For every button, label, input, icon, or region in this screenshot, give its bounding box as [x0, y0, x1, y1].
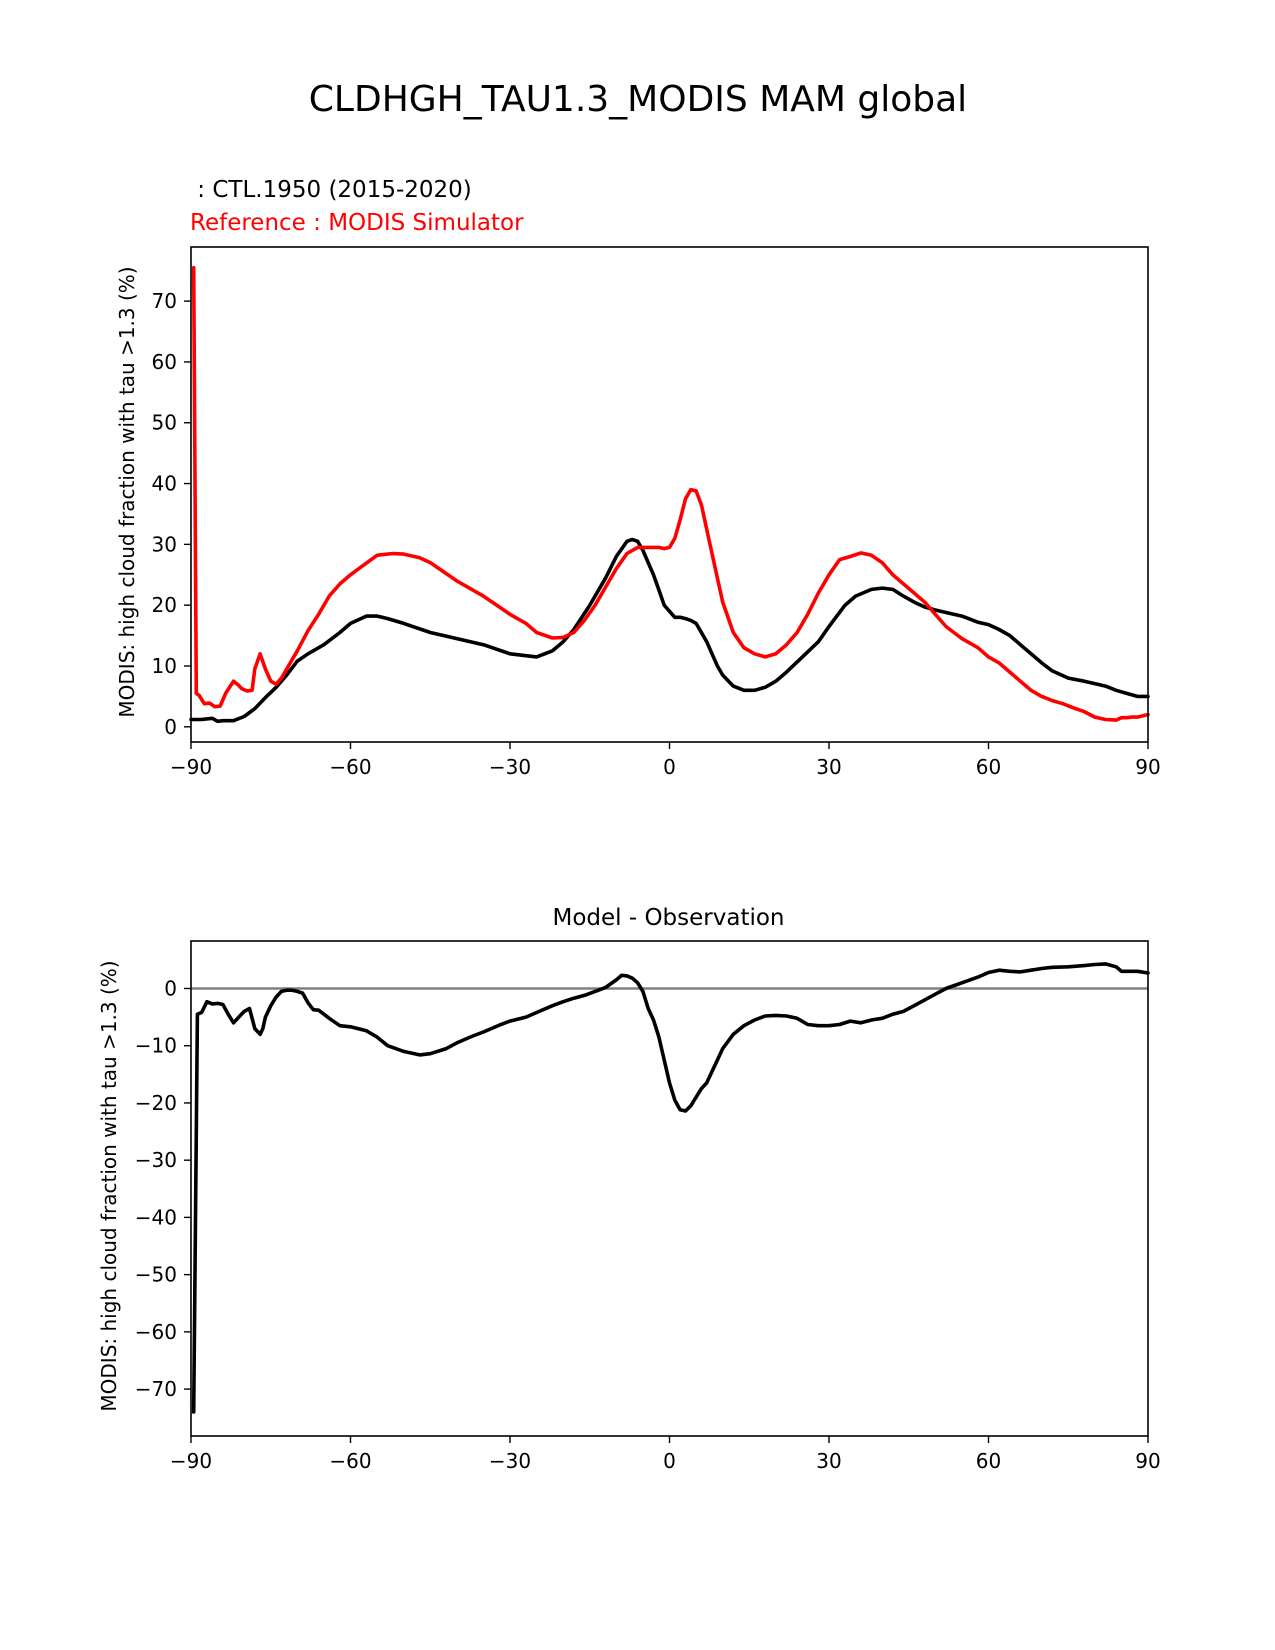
x-tick-label: 60 — [976, 1449, 1001, 1473]
y-axis-label: MODIS: high cloud fraction with tau >1.3… — [115, 266, 139, 717]
y-tick-label: 20 — [152, 593, 177, 617]
series-line-difference — [191, 962, 1150, 1414]
y-axis-label-text: MODIS: high cloud fraction with tau >1.3… — [115, 266, 139, 717]
y-tick-label: −10 — [135, 1034, 177, 1058]
figure-title: CLDHGH_TAU1.3_MODIS MAM global — [309, 79, 967, 120]
x-tick-label: 0 — [663, 1449, 676, 1473]
y-tick-label: −30 — [135, 1148, 177, 1172]
x-tick-label: −60 — [329, 755, 371, 779]
y-tick-label: 0 — [164, 715, 177, 739]
reference-title: Reference : MODIS Simulator — [190, 210, 524, 236]
y-tick-label: −60 — [135, 1320, 177, 1344]
x-tick-label: 0 — [663, 755, 676, 779]
x-tick-label: 60 — [976, 755, 1001, 779]
x-tick-label: −30 — [489, 755, 531, 779]
y-axis-label: MODIS: high cloud fraction with tau >1.3… — [97, 960, 121, 1411]
x-tick-label: −90 — [170, 1449, 212, 1473]
y-tick-label: −50 — [135, 1263, 177, 1287]
y-tick-label: 60 — [152, 350, 177, 374]
difference-title: Model - Observation — [552, 905, 784, 931]
y-tick-label: 70 — [152, 289, 177, 313]
x-tick-label: 30 — [816, 1449, 841, 1473]
climatology-panel: MODIS: high cloud fraction with tau >1.3… — [115, 246, 1161, 779]
x-tick-label: −30 — [489, 1449, 531, 1473]
plot-frame — [190, 940, 1149, 1437]
y-tick-label: 40 — [152, 472, 177, 496]
test-case-title: : CTL.1950 (2015-2020) — [190, 177, 472, 203]
series-line-reference — [191, 265, 1150, 722]
x-tick-label: 90 — [1135, 1449, 1160, 1473]
series-line-test — [189, 537, 1150, 724]
y-tick-label: −20 — [135, 1091, 177, 1115]
y-tick-label: −70 — [135, 1377, 177, 1401]
x-tick-label: 30 — [816, 755, 841, 779]
x-tick-label: 90 — [1135, 755, 1160, 779]
y-tick-label: 10 — [152, 654, 177, 678]
x-tick-label: −60 — [329, 1449, 371, 1473]
x-tick-label: −90 — [170, 755, 212, 779]
y-axis-label-text: MODIS: high cloud fraction with tau >1.3… — [97, 960, 121, 1411]
y-tick-label: 50 — [152, 411, 177, 435]
difference-panel: MODIS: high cloud fraction with tau >1.3… — [97, 940, 1161, 1473]
y-tick-label: 0 — [164, 976, 177, 1000]
y-tick-label: 30 — [152, 532, 177, 556]
y-tick-label: −40 — [135, 1205, 177, 1229]
